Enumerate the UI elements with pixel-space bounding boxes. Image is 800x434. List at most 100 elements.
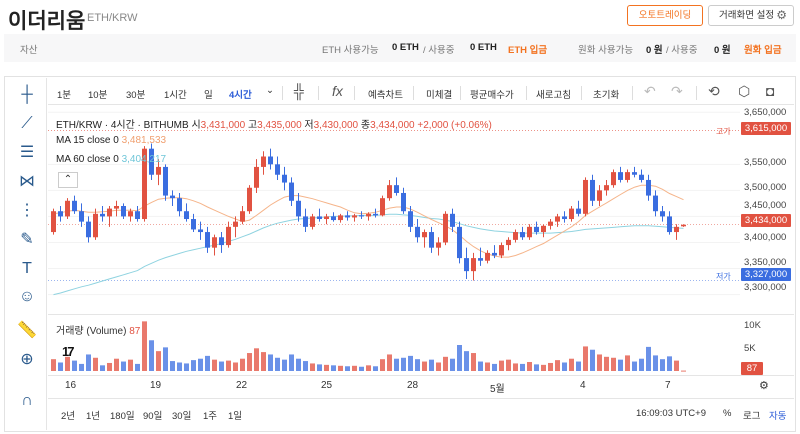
eth-deposit-link[interactable]: ETH 입금: [508, 45, 548, 56]
volume-bar: [191, 360, 196, 371]
range-1d[interactable]: 1일: [228, 411, 243, 422]
undo-icon[interactable]: ↶: [644, 83, 656, 99]
volume-tick: 10K: [744, 320, 761, 331]
range-90d[interactable]: 90일: [143, 411, 163, 422]
auto-trading-button[interactable]: 오토트레이딩: [627, 5, 703, 26]
range-30d[interactable]: 30일: [172, 411, 192, 422]
candle-body: [660, 211, 665, 217]
interval-30m[interactable]: 30분: [126, 90, 146, 101]
price-chart[interactable]: [48, 105, 794, 373]
avg-buy-price-button[interactable]: 평균매수가: [470, 90, 514, 101]
volume-bar: [65, 356, 70, 371]
reset-button[interactable]: 초기화: [593, 90, 620, 101]
krw-deposit-link[interactable]: 원화 입금: [744, 45, 782, 56]
candle-body: [583, 179, 588, 214]
volume-bar: [646, 346, 651, 371]
volume-bar: [345, 366, 350, 371]
redo-icon[interactable]: ↷: [671, 83, 683, 99]
volume-bar: [338, 365, 343, 371]
candle-body: [534, 226, 539, 233]
settings-hex-icon[interactable]: ⬡: [738, 83, 751, 99]
volume-bar: [247, 353, 252, 371]
range-1w[interactable]: 1주: [203, 411, 218, 422]
time-tick: 16: [65, 380, 77, 391]
volume-bar: [415, 359, 420, 371]
candle-body: [338, 215, 343, 221]
candle-body: [135, 211, 140, 220]
change-value: +2,000 (+0.06%): [417, 120, 492, 131]
horizontal-lines-icon[interactable]: ☰: [19, 144, 35, 161]
candle-body: [527, 226, 532, 238]
candle-body: [520, 232, 525, 238]
range-180d[interactable]: 180일: [110, 411, 135, 422]
volume-tag: 87: [741, 362, 763, 375]
emoji-icon[interactable]: ☺: [18, 288, 36, 305]
volume-bar: [464, 351, 469, 371]
drawing-toolbar: ┼ ⟋ ☰ ⋈ ⋮ ✎ T ☺ 📏 ⊕ ∩: [8, 80, 46, 430]
crosshair-icon[interactable]: ┼: [21, 86, 33, 103]
candle-body: [303, 216, 308, 227]
toolbar-separator: [460, 86, 461, 100]
time-tick: 5월: [490, 384, 505, 395]
pattern-icon[interactable]: ⋈: [19, 173, 35, 190]
volume-bar: [541, 364, 546, 371]
interval-10m[interactable]: 10분: [88, 90, 108, 101]
auto-toggle[interactable]: 자동: [769, 411, 787, 422]
trend-line-icon[interactable]: ⟋: [21, 115, 33, 132]
log-toggle[interactable]: 로그: [743, 411, 761, 422]
volume-bar: [170, 361, 175, 371]
candle-body: [191, 219, 196, 230]
candle-body: [422, 232, 427, 238]
fib-icon[interactable]: ⋮: [19, 202, 35, 219]
unfilled-button[interactable]: 미체결: [426, 90, 453, 101]
volume-bar: [86, 354, 91, 371]
candle-body: [65, 200, 70, 217]
percent-toggle[interactable]: %: [723, 408, 732, 419]
range-2y[interactable]: 2년: [61, 411, 76, 422]
volume-bar: [548, 362, 553, 371]
indicator-fx-icon[interactable]: fx: [332, 83, 343, 99]
volume-label: 거래량 (Volume): [56, 326, 127, 337]
interval-4h[interactable]: 4시간: [229, 90, 252, 101]
volume-bar: [562, 362, 567, 371]
screen-settings-button[interactable]: 거래화면 설정 ⚙: [708, 5, 794, 26]
volume-bar: [128, 359, 133, 371]
forecast-chart-button[interactable]: 예측차트: [368, 90, 403, 101]
interval-1h[interactable]: 1시간: [164, 90, 187, 101]
axis-settings-icon[interactable]: ⚙: [759, 380, 769, 392]
header: 이더리움 ETH/KRW 오토트레이딩 거래화면 설정 ⚙: [0, 0, 800, 34]
candle-type-icon[interactable]: ╬: [294, 83, 304, 99]
refresh-button[interactable]: 새로고침: [536, 90, 571, 101]
zoom-in-icon[interactable]: ⊕: [20, 351, 34, 368]
candle-body: [247, 187, 252, 212]
krw-available-value: 0 원: [646, 45, 663, 56]
low-label: 저: [304, 120, 314, 131]
ma15-line: [53, 184, 684, 258]
volume-bar: [506, 359, 511, 371]
ruler-icon[interactable]: 📏: [17, 322, 37, 339]
bottom-bar: 2년 1년 180일 90일 30일 1주 1일 16:09:03 UTC+9 …: [48, 404, 794, 424]
candle-body: [506, 239, 511, 246]
candle-body: [450, 213, 455, 227]
open-label: 시: [191, 120, 201, 131]
volume-bar: [443, 356, 448, 371]
magnet-icon[interactable]: ∩: [21, 392, 33, 409]
collapse-legend-button[interactable]: ⌃: [58, 172, 78, 188]
interval-1m[interactable]: 1분: [57, 90, 72, 101]
camera-icon[interactable]: ◘: [766, 83, 775, 99]
volume-bar: [639, 358, 644, 371]
volume-bar: [114, 358, 119, 371]
ma60-label: MA 60 close 0: [56, 154, 119, 165]
text-icon[interactable]: T: [22, 260, 32, 277]
volume-bar: [72, 360, 77, 371]
brush-icon[interactable]: ✎: [20, 231, 34, 248]
volume-bar: [324, 364, 329, 371]
candle-body: [387, 185, 392, 199]
candle-body: [366, 213, 371, 217]
range-1y[interactable]: 1년: [86, 411, 101, 422]
volume-bar: [352, 365, 357, 371]
interval-day[interactable]: 일: [204, 90, 213, 101]
chevron-down-icon[interactable]: ⌄: [266, 85, 274, 96]
volume-bar: [177, 362, 182, 371]
replay-icon[interactable]: ⟲: [708, 83, 720, 99]
